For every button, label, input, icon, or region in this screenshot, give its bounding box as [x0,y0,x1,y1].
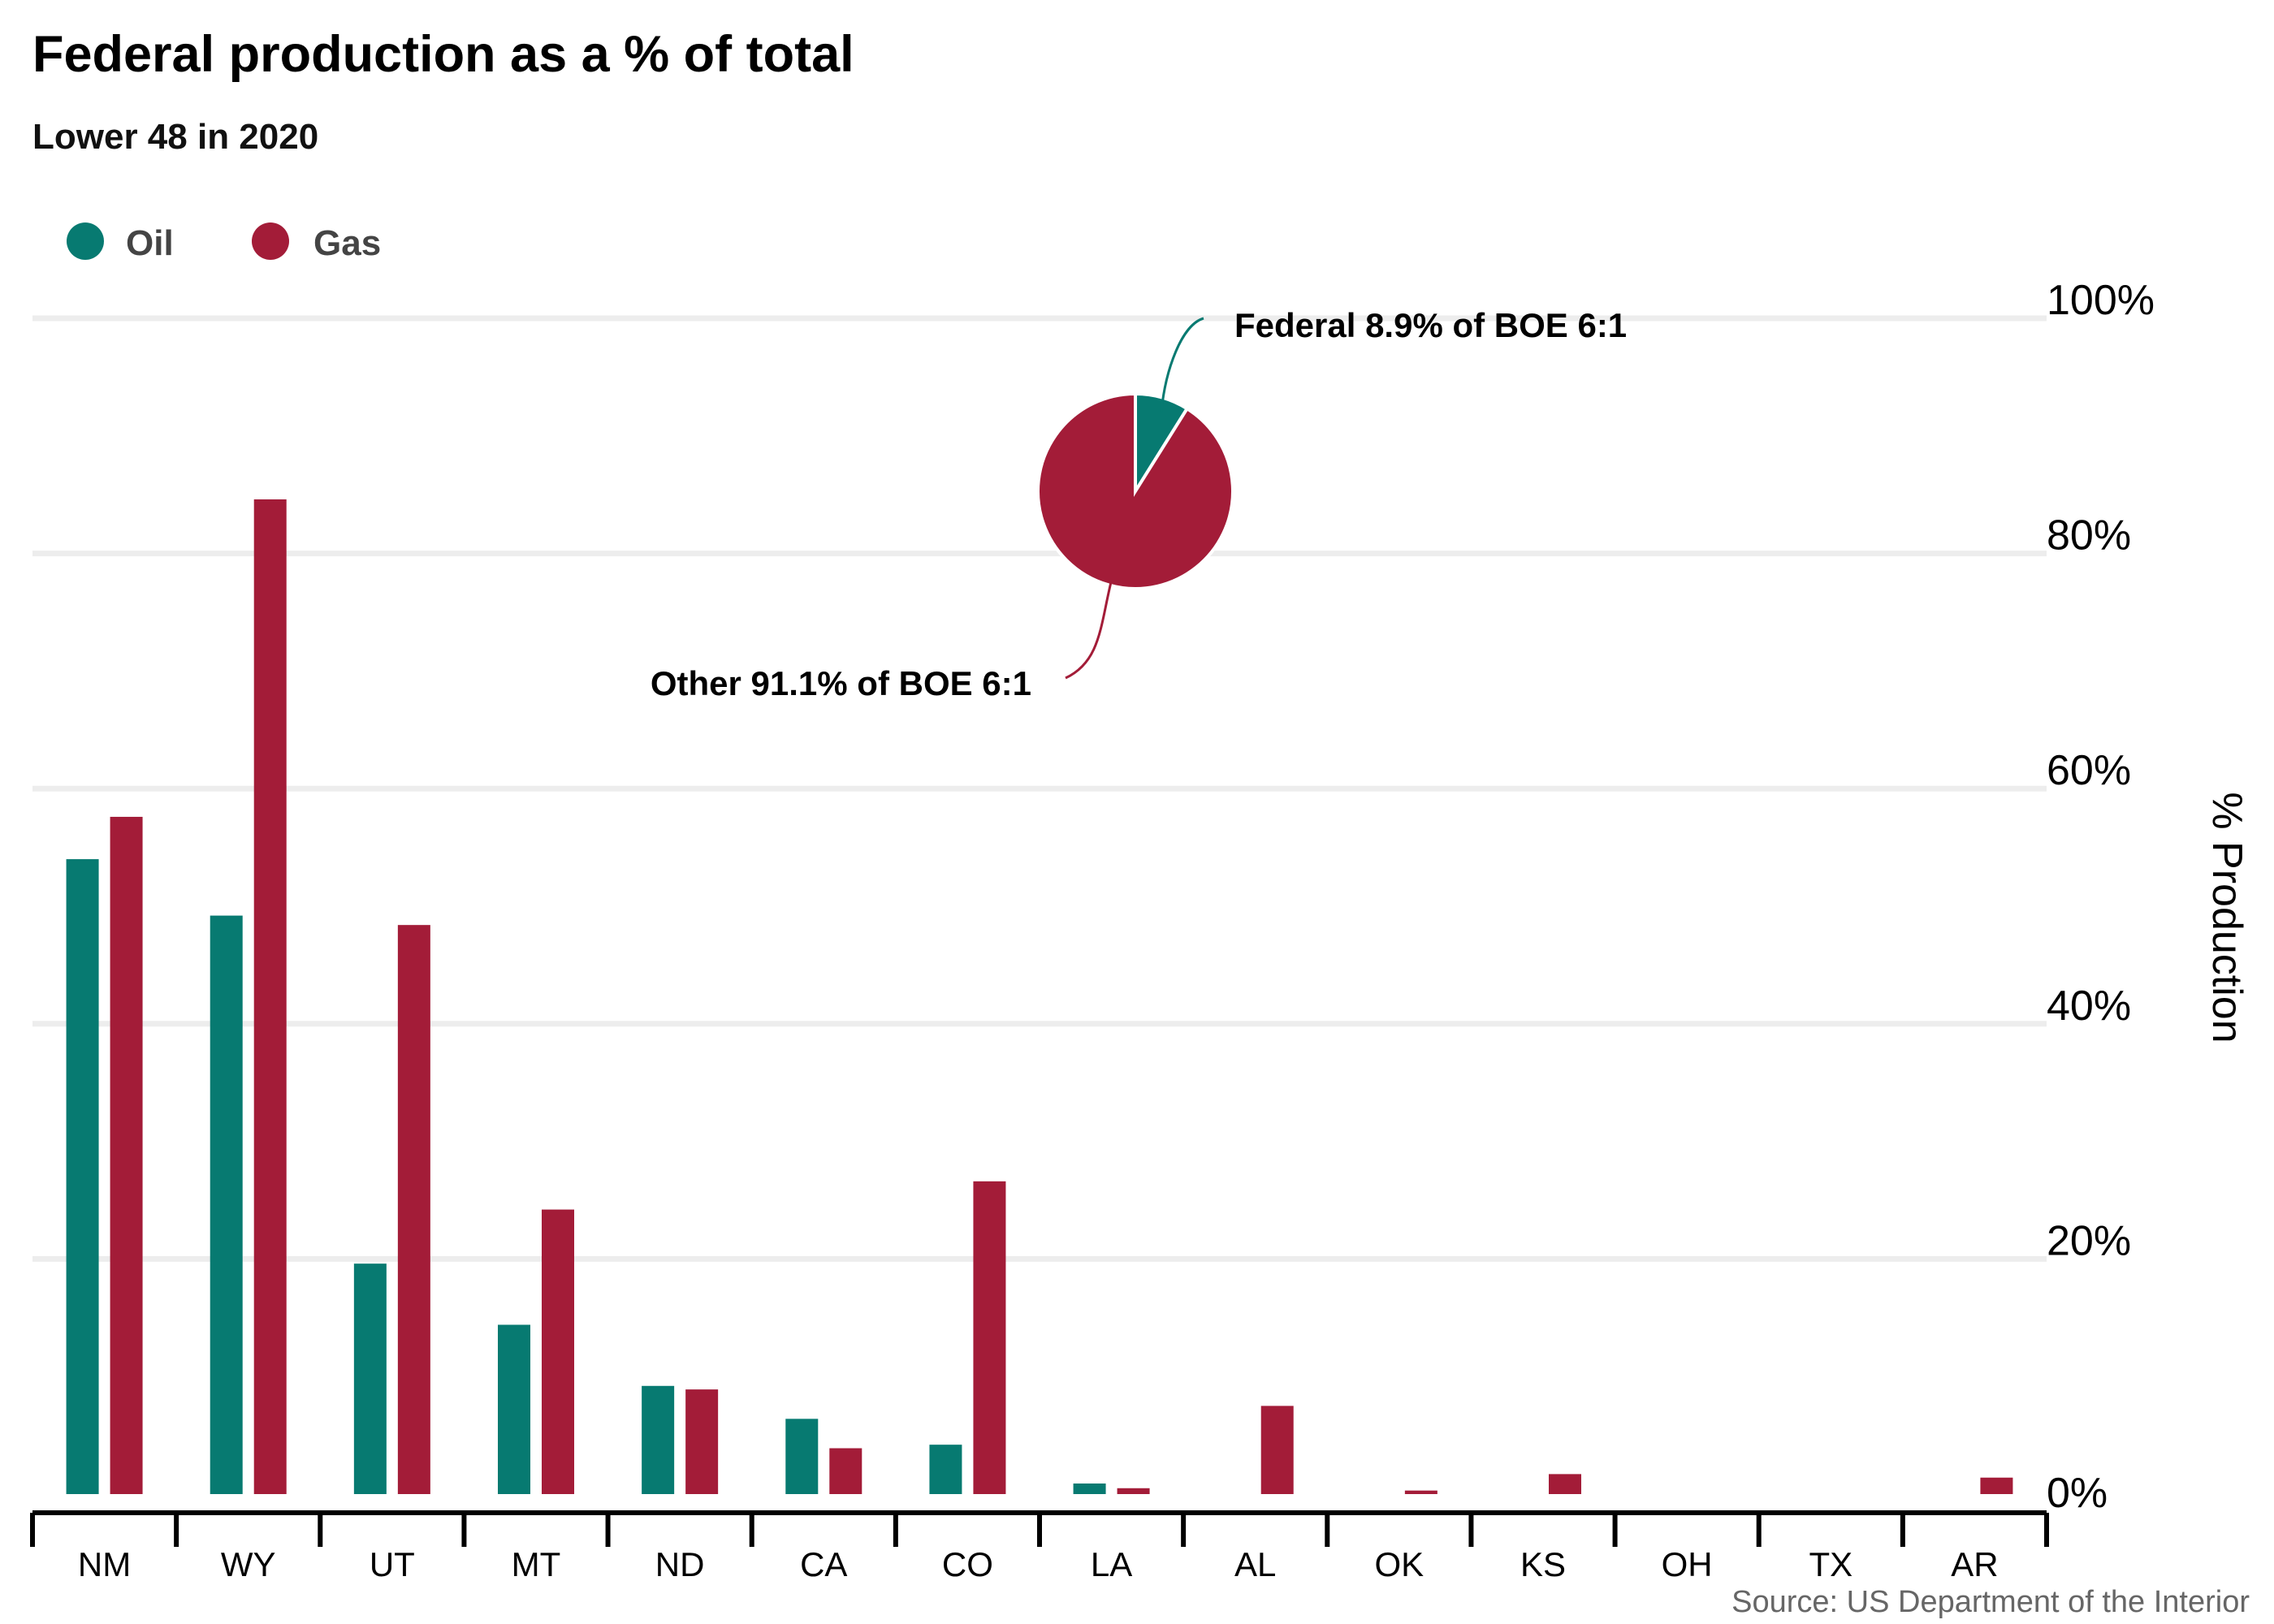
x-tick-label: OK [1375,1545,1424,1583]
bar-gas-al [1260,1406,1294,1494]
inset-pie [1036,391,1234,590]
federal-annotation: Federal 8.9% of BOE 6:1 [1234,306,1627,344]
y-tick-label: 40% [2047,983,2131,1030]
x-tick-label: LA [1091,1545,1132,1583]
bars [66,499,2013,1495]
bar-oil-ca [785,1419,819,1494]
y-tick-label: 20% [2047,1217,2131,1264]
chart-subtitle: Lower 48 in 2020 [32,117,318,157]
x-tick-label: MT [512,1545,561,1583]
bar-gas-ks [1549,1474,1581,1494]
x-tick-label: TX [1809,1545,1852,1583]
bar-gas-ut [397,925,430,1494]
pie-slice-other [1036,391,1234,590]
bar-oil-nm [66,859,99,1494]
bar-gas-ca [829,1448,862,1494]
legend-gas-label: Gas [313,223,381,263]
y-tick-label: 60% [2047,747,2131,794]
other-leader-line [1065,581,1113,680]
bar-oil-wy [210,915,243,1494]
bar-oil-ut [353,1263,387,1494]
y-tick-label: 0% [2047,1470,2108,1517]
legend-oil-marker [67,222,104,260]
x-tick-label: AR [1951,1545,1998,1583]
bar-oil-nd [642,1385,675,1494]
gridlines [32,315,2047,1262]
bar-gas-wy [253,499,287,1495]
y-axis-label: % Production [2203,792,2250,1043]
x-tick-label: NM [78,1545,131,1583]
x-tick-label: AL [1234,1545,1276,1583]
bar-gas-co [973,1181,1006,1494]
bar-gas-nm [110,816,143,1494]
y-axis-ticks: 0% 20% 40% 60% 80% 100% [2047,277,2155,1517]
chart-title: Federal production as a % of total [32,26,854,83]
bar-oil-mt [498,1324,530,1494]
y-tick-label: 100% [2047,277,2155,324]
x-axis: NM WY UT MT ND CA CO LA AL OK KS OH TX AR [30,1510,2049,1583]
bar-gas-mt [542,1209,574,1494]
source-note: Source: US Department of the Interior [1731,1585,2250,1619]
bar-gas-ok [1404,1490,1437,1494]
federal-leader-line [1160,317,1204,412]
bar-gas-ar [1980,1477,2013,1494]
x-tick-label: KS [1520,1545,1566,1583]
legend-oil-label: Oil [126,223,174,263]
y-tick-label: 80% [2047,512,2131,559]
bar-oil-la [1073,1483,1106,1494]
bar-oil-co [929,1445,962,1494]
x-tick-label: ND [655,1545,705,1583]
bar-gas-nd [685,1389,719,1494]
x-tick-label: UT [370,1545,415,1583]
x-tick-label: CA [800,1545,847,1583]
x-tick-label: WY [221,1545,276,1583]
legend: Oil Gas [67,222,381,263]
legend-gas-marker [252,222,289,260]
bar-gas-la [1117,1488,1150,1494]
x-tick-label: CO [942,1545,993,1583]
x-tick-label: OH [1662,1545,1713,1583]
other-annotation: Other 91.1% of BOE 6:1 [651,664,1031,702]
